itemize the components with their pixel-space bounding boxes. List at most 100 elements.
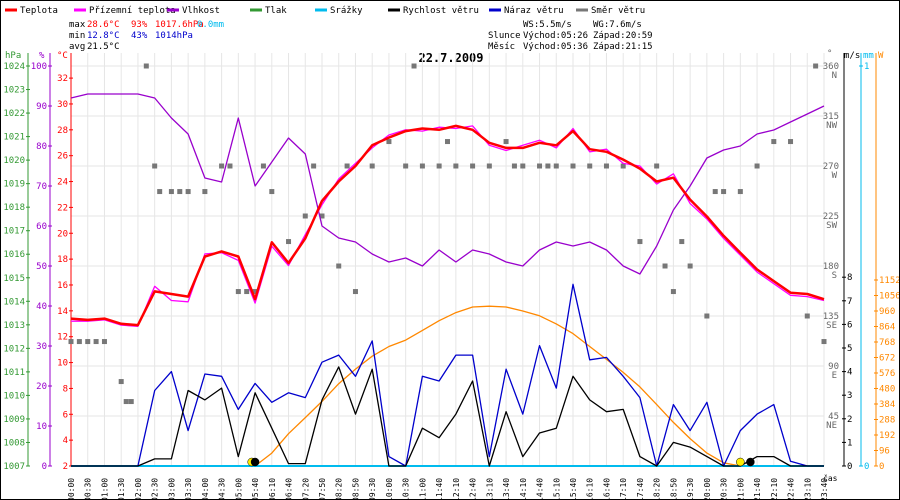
solar-tick-label: 1152: [879, 276, 899, 286]
min-temp: 12.8°C: [87, 31, 120, 41]
min-press: 1014hPa: [155, 31, 193, 41]
x-tick-label: 20:00: [703, 478, 712, 499]
wind-direction-point: [754, 163, 760, 169]
wind-tick-label: 3: [847, 391, 852, 401]
x-tick-label: 20:30: [720, 478, 729, 499]
wind-direction-point: [511, 163, 517, 169]
moonrise: Východ:05:36: [523, 42, 588, 52]
pressure-tick-label: 1019: [3, 180, 25, 190]
humidity-tick-label: 20: [36, 382, 47, 392]
x-tick-label: 04:30: [218, 478, 227, 499]
wind-direction-point: [252, 289, 258, 295]
x-tick-label: 22:40: [787, 478, 796, 499]
x-tick-label: 13:10: [485, 478, 494, 499]
temperature-tick-label: 32: [57, 74, 68, 84]
wind-direction-point: [662, 263, 668, 269]
solar-tick-label: 672: [879, 354, 895, 364]
wind-direction-point: [128, 399, 134, 405]
sunset-marker: [736, 457, 745, 467]
x-tick-label: 03:30: [184, 478, 193, 499]
solar-tick-label: 384: [879, 400, 895, 410]
marks: [68, 63, 827, 467]
wind-direction-point: [227, 163, 233, 169]
direction-unit: °: [827, 49, 832, 59]
max-temp: 28.6°C: [87, 20, 120, 30]
pressure-tick-label: 1015: [3, 274, 25, 284]
x-tick-label: 23:10: [803, 478, 812, 499]
sunrise: Východ:05:26: [523, 31, 588, 41]
legend-item-0: Teplota: [20, 6, 58, 16]
x-tick-label: 01:30: [117, 478, 126, 499]
wind-direction-point: [344, 163, 350, 169]
temperature-tick-label: 2: [63, 462, 68, 472]
x-tick-label: 05:40: [251, 478, 260, 499]
avg-temp: 21.5°C: [87, 42, 120, 52]
wind-direction-point: [302, 213, 308, 219]
temperature-tick-label: 24: [57, 178, 68, 188]
wind-direction-point: [470, 163, 476, 169]
x-tick-label: 06:10: [268, 478, 277, 499]
wind-tick-label: 7: [847, 297, 852, 307]
wind-direction-point: [687, 263, 693, 269]
wind-direction-point: [76, 339, 82, 345]
wind-direction-point: [721, 189, 727, 195]
x-tick-label: 21:00: [736, 478, 745, 499]
max-press: 1017.6hPa: [155, 20, 204, 30]
solar-tick-label: 576: [879, 369, 895, 379]
wind-direction-point: [553, 163, 559, 169]
pressure-tick-label: 1008: [3, 438, 25, 448]
wind-direction-point: [403, 163, 409, 169]
wind-direction-point: [771, 139, 777, 145]
wind-direction-point: [202, 189, 208, 195]
moonset: Západ:21:15: [593, 42, 653, 52]
x-tick-label: 15:40: [569, 478, 578, 499]
rain-tick-label: 0: [864, 462, 869, 472]
direction-tick-label: 180: [823, 262, 839, 272]
legend-item-2: Vlhkost: [182, 6, 220, 16]
pressure-tick-label: 1017: [3, 227, 25, 237]
wind-direction-point: [654, 163, 660, 169]
humidity-tick-label: 90: [36, 102, 47, 112]
x-tick-label: 18:50: [669, 478, 678, 499]
solar-tick-label: 96: [879, 447, 890, 457]
wind-direction-point: [336, 263, 342, 269]
temperature-tick-label: 28: [57, 126, 68, 136]
wind-direction-point: [286, 239, 292, 245]
humidity-tick-label: 40: [36, 302, 47, 312]
direction-compass-label: SE: [826, 321, 837, 331]
wind-direction-point: [804, 313, 810, 319]
stats-block: max 28.6°C 93% 1017.6hPa 0.0mm min 12.8°…: [69, 20, 224, 52]
pressure-tick-label: 1020: [3, 156, 25, 166]
pressure-tick-label: 1018: [3, 203, 25, 213]
wind-direction-point: [152, 163, 158, 169]
wind-gust-max: WG:7.6m/s: [593, 20, 642, 30]
x-tick-label: 08:50: [351, 478, 360, 499]
wind-tick-label: 5: [847, 344, 852, 354]
x-tick-label: 17:40: [636, 478, 645, 499]
wind-direction-point: [603, 163, 609, 169]
wind-direction-point: [260, 163, 266, 169]
temperature-tick-label: 8: [63, 384, 68, 394]
temperature-tick-label: 4: [63, 436, 68, 446]
wind-direction-point: [520, 163, 526, 169]
rain-unit: mm: [863, 51, 874, 61]
x-tick-label: 02:30: [151, 478, 160, 499]
direction-tick-label: 225: [823, 212, 839, 222]
wind-direction-point: [311, 163, 317, 169]
legend-item-4: Srážky: [330, 6, 363, 16]
x-tick-label: 12:10: [452, 478, 461, 499]
x-tick-label: 09:30: [368, 478, 377, 499]
series-line-sluneční-záření: [254, 305, 741, 467]
wind-direction-point: [101, 339, 107, 345]
temperature-tick-label: 6: [63, 410, 68, 420]
wind-tick-label: 0: [847, 462, 852, 472]
wind-direction-point: [185, 189, 191, 195]
wind-direction-point: [704, 313, 710, 319]
wind-direction-point: [788, 139, 794, 145]
temperature-tick-label: 22: [57, 203, 68, 213]
wind-direction-point: [411, 63, 417, 69]
x-tick-label: 11:00: [418, 478, 427, 499]
moon-label: Měsíc: [488, 42, 515, 52]
solar-tick-label: 192: [879, 431, 895, 441]
